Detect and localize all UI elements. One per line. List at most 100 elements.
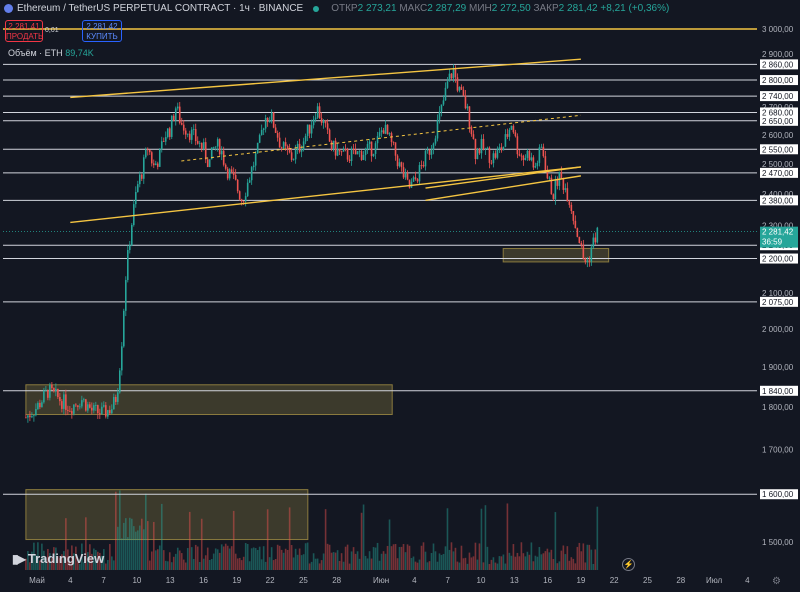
trendline-4[interactable] [425, 175, 582, 202]
volume-bar [136, 530, 139, 570]
volume-bar [520, 542, 523, 570]
candle-body [488, 147, 491, 163]
volume-bar [588, 544, 591, 570]
volume-bar [204, 555, 207, 570]
volume-bar [326, 543, 329, 570]
buy-button[interactable]: 2 281,42 КУПИТЬ [82, 20, 122, 42]
candle-body [564, 188, 567, 190]
volume-bar [97, 551, 99, 570]
candle-body [172, 115, 175, 121]
volume-bar [117, 526, 119, 570]
volume-bar [556, 563, 559, 570]
demand-zone-2[interactable] [502, 248, 610, 263]
candle-body [504, 134, 507, 147]
volume-bar [144, 493, 147, 570]
candle-body [580, 243, 583, 245]
volume-bar [39, 560, 41, 570]
sell-button[interactable]: 2 281,41 ПРОДАТЬ [5, 20, 43, 42]
candle-body [568, 201, 571, 205]
demand-zone-0[interactable] [25, 384, 393, 416]
candle-body [274, 127, 277, 133]
volume-bar [282, 552, 285, 570]
level-label-box [760, 167, 798, 178]
candle-body [138, 174, 141, 185]
trendline-1[interactable] [70, 166, 581, 224]
candle-body [97, 405, 99, 414]
candle-body [101, 406, 103, 415]
lightning-icon[interactable]: ⚡ [622, 558, 635, 571]
tradingview-logo[interactable]: ▮▶ TradingView [12, 551, 104, 566]
volume-bar [382, 551, 385, 570]
volume-bar [268, 557, 271, 570]
candle-body [496, 148, 499, 158]
candle-body [284, 142, 287, 147]
candle-body [254, 153, 257, 166]
candle-body [230, 169, 233, 172]
volume-bar [568, 560, 571, 570]
candle-body [107, 410, 109, 417]
volume-bar [140, 518, 143, 570]
candle-body [342, 148, 345, 152]
candle-body [452, 68, 455, 79]
volume-bar [25, 558, 27, 570]
volume-bar [594, 549, 597, 570]
volume-bar [462, 558, 465, 570]
volume-bar [250, 548, 253, 570]
logo-text: TradingView [27, 551, 105, 566]
y-tick-label: 2 100,00 [762, 289, 794, 298]
volume-bar [63, 551, 65, 570]
volume-bar [360, 512, 363, 570]
candle-body [268, 120, 271, 123]
trendline-0[interactable] [70, 58, 581, 99]
candle-body [344, 148, 347, 150]
candle-body [95, 405, 97, 406]
symbol-title[interactable]: Ethereum / TetherUS PERPETUAL CONTRACT ·… [17, 3, 304, 14]
candle-body [472, 134, 475, 140]
candle-body [136, 184, 139, 192]
x-tick-label: Июн [373, 576, 389, 585]
candle-body [354, 149, 357, 155]
gear-icon[interactable]: ⚙ [772, 576, 781, 587]
volume-bar [530, 542, 533, 570]
volume-bar [404, 552, 407, 570]
time-axis[interactable] [0, 570, 800, 592]
volume-bar [518, 556, 521, 570]
volume-bar [121, 538, 123, 570]
x-tick-label: 22 [610, 576, 619, 585]
volume-bar [31, 551, 33, 570]
volume-bar [109, 544, 111, 570]
volume-bar [544, 551, 547, 570]
volume-bar [278, 545, 281, 570]
candle-body [252, 165, 255, 168]
demand-zone-1[interactable] [25, 489, 309, 541]
volume-bar [330, 552, 333, 570]
volume-bar [478, 543, 481, 570]
candle-body [432, 143, 435, 150]
candle-body [238, 191, 241, 200]
trendline-3[interactable] [425, 166, 581, 189]
candle-body [492, 153, 495, 164]
volume-bar [398, 546, 401, 570]
candle-body [53, 388, 55, 392]
volume-bar [198, 561, 201, 570]
volume-bar [210, 559, 213, 570]
candle-body [178, 106, 181, 123]
level-label: 1 840,00 [762, 387, 794, 396]
volume-bar [252, 547, 255, 570]
trendline-2[interactable] [181, 114, 581, 162]
level-label-box [760, 91, 798, 102]
volume-bar [488, 563, 491, 570]
volume-bar [51, 558, 53, 570]
candle-body [438, 111, 441, 120]
volume-bar [234, 553, 237, 570]
candle-body [468, 106, 471, 127]
candle-body [382, 130, 385, 134]
volume-bar [564, 554, 567, 570]
volume-bar [434, 551, 437, 570]
volume-bar [362, 504, 365, 570]
candle-body [384, 124, 387, 134]
candle-body [278, 137, 281, 148]
candle-body [31, 416, 33, 418]
candle-body [372, 153, 375, 157]
